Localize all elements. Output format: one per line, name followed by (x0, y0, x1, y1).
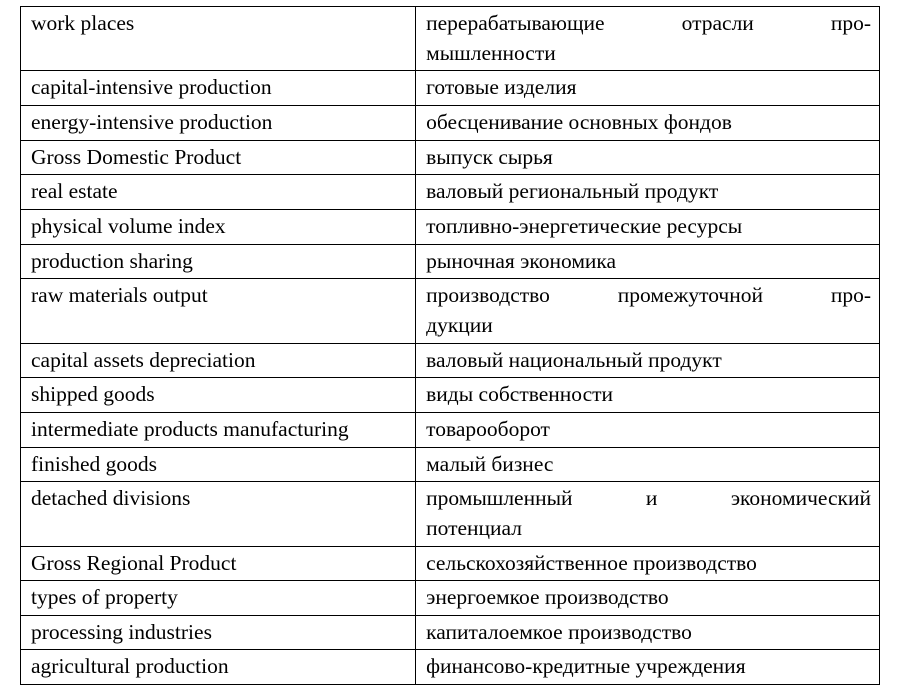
english-term-cell: raw materials output (21, 279, 416, 343)
table-row: capital-intensive productionготовые изде… (21, 71, 880, 106)
russian-term-cell: энергоемкое производство (416, 581, 880, 616)
english-term-cell: work places (21, 7, 416, 71)
russian-term-cell: товарооборот (416, 412, 880, 447)
table-row: production sharingрыночная экономика (21, 244, 880, 279)
russian-term-line1: производство промежуточной про- (426, 283, 871, 307)
terms-table: work placesперерабатывающие отрасли про-… (20, 6, 880, 685)
russian-term-cell: рыночная экономика (416, 244, 880, 279)
table-row: types of propertyэнергоемкое производств… (21, 581, 880, 616)
russian-term-cell: производство промежуточной про-дукции (416, 279, 880, 343)
english-term-cell: production sharing (21, 244, 416, 279)
table-row: agricultural productionфинансово-кредитн… (21, 650, 880, 685)
russian-term-cell: промышленный и экономический потенциал (416, 482, 880, 546)
russian-term-line1: промышленный и экономический (426, 486, 871, 510)
table-row: energy-intensive productionобесценивание… (21, 105, 880, 140)
table-row: intermediate products manufacturingтовар… (21, 412, 880, 447)
russian-term-cell: перерабатывающие отрасли про-мышленности (416, 7, 880, 71)
table-row: real estateваловый региональный продукт (21, 175, 880, 210)
english-term-cell: agricultural production (21, 650, 416, 685)
table-row: physical volume indexтопливно-энергетиче… (21, 209, 880, 244)
russian-term-line2: потенциал (426, 514, 871, 544)
table-row: detached divisionsпромышленный и экономи… (21, 482, 880, 546)
english-term-cell: processing industries (21, 615, 416, 650)
russian-term-cell: капиталоемкое производство (416, 615, 880, 650)
english-term-cell: types of property (21, 581, 416, 616)
table-row: shipped goodsвиды собственности (21, 378, 880, 413)
english-term-cell: capital assets depreciation (21, 343, 416, 378)
table-row: raw materials outputпроизводство промежу… (21, 279, 880, 343)
russian-term-cell: готовые изделия (416, 71, 880, 106)
table-row: Gross Domestic Productвыпуск сырья (21, 140, 880, 175)
english-term-cell: real estate (21, 175, 416, 210)
english-term-cell: detached divisions (21, 482, 416, 546)
english-term-cell: shipped goods (21, 378, 416, 413)
english-term-cell: Gross Regional Product (21, 546, 416, 581)
russian-term-line2: мышленности (426, 39, 871, 69)
russian-term-cell: валовый национальный продукт (416, 343, 880, 378)
table-row: processing industriesкапиталоемкое произ… (21, 615, 880, 650)
table-row: finished goodsмалый бизнес (21, 447, 880, 482)
russian-term-cell: выпуск сырья (416, 140, 880, 175)
table-row: Gross Regional Productсельскохозяйственн… (21, 546, 880, 581)
russian-term-cell: финансово-кредитные учреждения (416, 650, 880, 685)
table-row: capital assets depreciationваловый нацио… (21, 343, 880, 378)
english-term-cell: physical volume index (21, 209, 416, 244)
russian-term-cell: валовый региональный продукт (416, 175, 880, 210)
russian-term-cell: виды собственности (416, 378, 880, 413)
english-term-cell: Gross Domestic Product (21, 140, 416, 175)
russian-term-line1: перерабатывающие отрасли про- (426, 11, 871, 35)
english-term-cell: capital-intensive production (21, 71, 416, 106)
english-term-cell: energy-intensive production (21, 105, 416, 140)
english-term-cell: intermediate products manufacturing (21, 412, 416, 447)
russian-term-cell: малый бизнес (416, 447, 880, 482)
table-row: work placesперерабатывающие отрасли про-… (21, 7, 880, 71)
russian-term-line2: дукции (426, 311, 871, 341)
russian-term-cell: топливно-энергетические ресурсы (416, 209, 880, 244)
english-term-cell: finished goods (21, 447, 416, 482)
russian-term-cell: обесценивание основных фондов (416, 105, 880, 140)
russian-term-cell: сельскохозяйственное производство (416, 546, 880, 581)
